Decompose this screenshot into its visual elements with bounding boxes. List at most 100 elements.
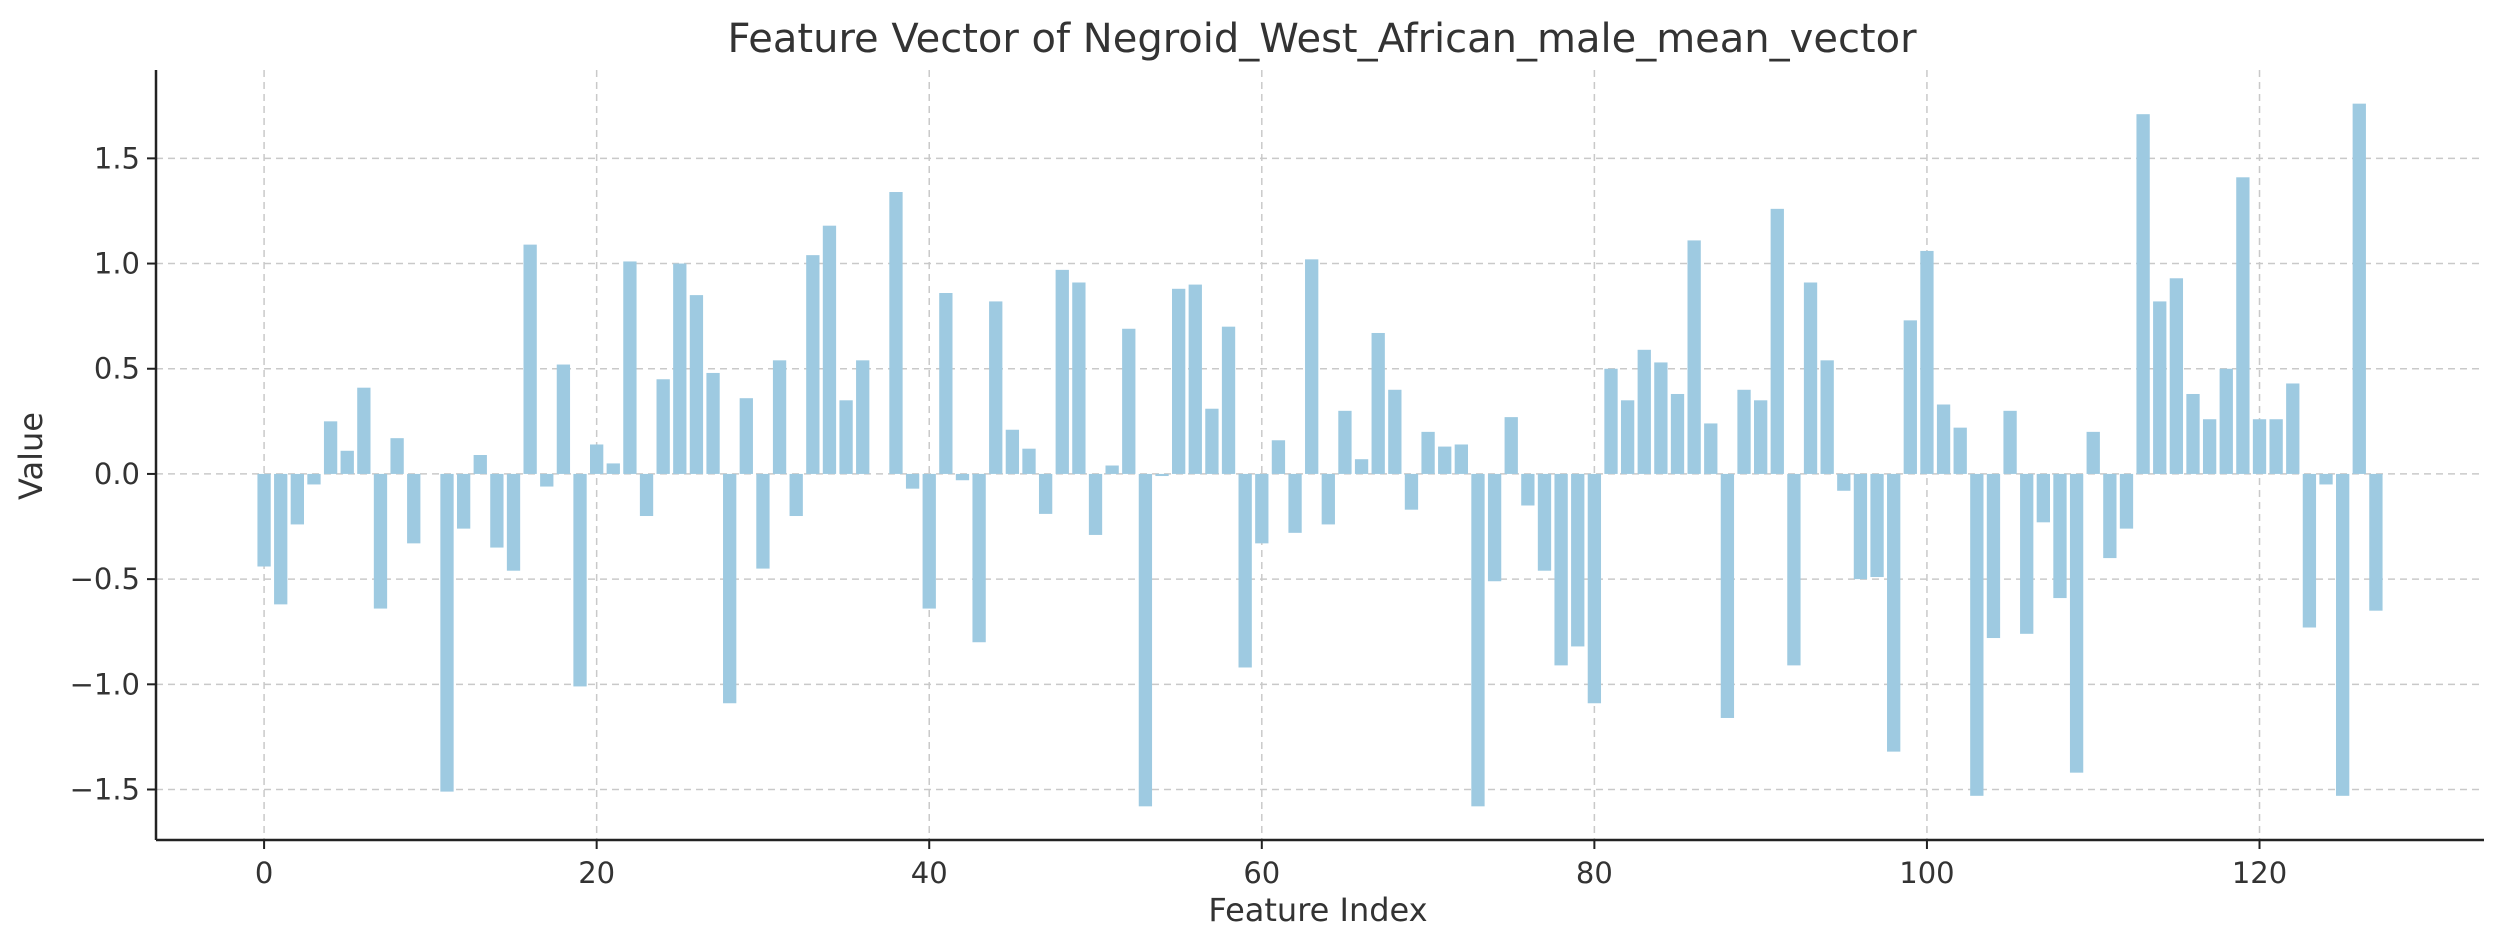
bar <box>407 473 421 544</box>
bar <box>1088 473 1103 535</box>
y-tick-label: 0.5 <box>94 352 140 386</box>
bar <box>1587 473 1602 704</box>
bar <box>955 473 970 481</box>
bar <box>307 473 321 485</box>
bar <box>1604 368 1618 474</box>
bar <box>1687 240 1701 474</box>
bar <box>1737 389 1751 474</box>
bar <box>556 364 571 474</box>
x-tick-label: 0 <box>255 856 273 890</box>
bar <box>1438 446 1452 474</box>
bar <box>1554 473 1568 666</box>
bar <box>1837 473 1851 491</box>
bar <box>1637 349 1651 474</box>
bar <box>1172 288 1186 474</box>
bar <box>473 455 487 474</box>
bar <box>523 244 537 474</box>
bar <box>989 301 1003 474</box>
bar <box>1754 400 1768 474</box>
y-tick-label: −1.5 <box>70 773 140 807</box>
x-tick-label: 60 <box>1243 856 1280 890</box>
bar <box>1005 429 1020 474</box>
y-axis-label: Value <box>12 412 50 500</box>
bar <box>2269 419 2283 474</box>
bar <box>2086 431 2100 474</box>
bar <box>540 473 554 487</box>
bar <box>2352 103 2366 474</box>
bar <box>2252 419 2267 474</box>
x-axis-label: Feature Index <box>1208 891 1427 929</box>
bar <box>1354 459 1369 474</box>
bar <box>1155 473 1169 477</box>
bar <box>1537 473 1552 571</box>
bar <box>1720 473 1735 718</box>
bar <box>856 360 870 474</box>
bar <box>739 398 753 474</box>
y-tick-label: 1.5 <box>94 141 140 175</box>
bar <box>1936 404 1951 474</box>
bar <box>1704 423 1718 474</box>
bar <box>1620 400 1635 474</box>
x-tick-label: 120 <box>2232 856 2287 890</box>
y-tick-label: 0.0 <box>94 457 140 491</box>
bar <box>490 473 504 548</box>
bar <box>1454 444 1468 474</box>
bar <box>1903 320 1917 474</box>
bar <box>1122 328 1136 474</box>
bar <box>772 360 787 474</box>
y-tick-label: 1.0 <box>94 247 140 281</box>
axes <box>154 70 2484 842</box>
bar <box>2219 368 2233 474</box>
bar <box>1770 208 1784 474</box>
bar <box>639 473 654 517</box>
bar <box>656 379 670 474</box>
bar <box>789 473 803 517</box>
bar <box>806 255 820 474</box>
bar <box>274 473 288 605</box>
bar <box>1404 473 1419 510</box>
bar <box>1188 284 1202 474</box>
bar <box>756 473 770 569</box>
bar <box>2369 473 2383 611</box>
bar <box>1338 410 1352 474</box>
bar <box>706 372 720 474</box>
bar <box>290 473 304 525</box>
bar <box>839 400 853 474</box>
bar <box>689 295 704 474</box>
bar <box>1471 473 1485 807</box>
bar <box>456 473 471 529</box>
bar <box>1504 417 1518 474</box>
bar <box>1072 282 1086 474</box>
bar <box>1870 473 1884 578</box>
x-tick-label: 100 <box>1899 856 1954 890</box>
bar <box>1853 473 1868 580</box>
bar <box>1953 427 1967 474</box>
bar <box>2336 473 2350 796</box>
bar <box>822 225 837 474</box>
bar <box>1371 332 1385 474</box>
bar <box>2119 473 2134 529</box>
bar <box>1288 473 1302 533</box>
bar <box>1388 389 1402 474</box>
bar <box>1138 473 1153 807</box>
bar <box>1820 360 1834 474</box>
y-tick-label: −1.0 <box>70 667 140 701</box>
bar <box>1055 269 1069 474</box>
bar <box>2202 419 2217 474</box>
bar <box>357 387 371 474</box>
bar <box>1271 440 1286 474</box>
bar <box>2103 473 2117 559</box>
ticks: 0 20 40 60 80 100 120 −1.5 −1.0 −0.5 0.0 0.5 1.0 1.5 <box>70 141 2288 890</box>
bar <box>340 450 354 474</box>
bar <box>1803 282 1818 474</box>
bar <box>390 438 404 474</box>
bar <box>440 473 454 792</box>
bar <box>2020 473 2034 634</box>
bar <box>2236 177 2250 474</box>
bar <box>1421 431 1435 474</box>
bar <box>1986 473 2001 639</box>
bar <box>1887 473 1901 752</box>
bar <box>2136 114 2150 474</box>
chart-title: Feature Vector of Negroid_West_African_m… <box>727 16 1917 62</box>
